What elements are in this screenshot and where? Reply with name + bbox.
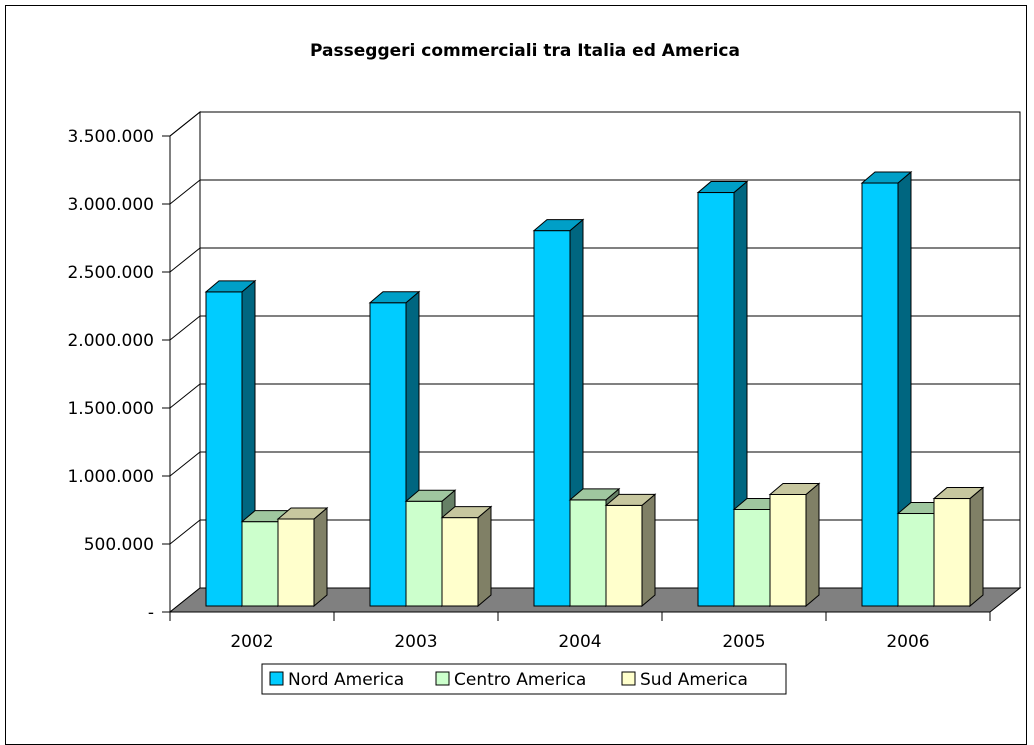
bar bbox=[204, 279, 257, 608]
bar-front bbox=[441, 517, 479, 607]
y-tick-label: 3.000.000 bbox=[67, 195, 154, 215]
y-tick-label: 1.000.000 bbox=[67, 467, 154, 487]
legend-swatch bbox=[621, 671, 636, 686]
y-tick-label: 500.000 bbox=[84, 535, 154, 555]
bar-side bbox=[641, 493, 656, 608]
bar bbox=[768, 482, 821, 608]
legend-swatch bbox=[435, 671, 450, 686]
x-tick-label: 2003 bbox=[394, 632, 437, 652]
y-tick-label: 1.500.000 bbox=[67, 399, 154, 419]
bar-front bbox=[861, 182, 899, 607]
bar bbox=[440, 505, 493, 608]
legend-box bbox=[261, 663, 787, 695]
bar-front bbox=[277, 518, 315, 607]
bar-side bbox=[805, 482, 820, 608]
x-tick-label: 2004 bbox=[558, 632, 601, 652]
bar-front bbox=[769, 493, 807, 607]
bar-front bbox=[897, 513, 935, 607]
legend: Nord America Centro America Sud America bbox=[261, 663, 787, 695]
legend-swatch bbox=[269, 671, 284, 686]
bar-top bbox=[404, 489, 457, 502]
bar-side bbox=[313, 506, 328, 608]
bar-front bbox=[533, 230, 571, 607]
y-tick-label: - bbox=[148, 603, 154, 623]
bar bbox=[604, 493, 657, 608]
y-tick-label: 2.000.000 bbox=[67, 331, 154, 351]
bar-front bbox=[733, 508, 771, 607]
bar-front bbox=[933, 498, 971, 607]
bar-front bbox=[241, 521, 279, 607]
bar bbox=[276, 506, 329, 608]
chart-title: Passeggeri commerciali tra Italia ed Ame… bbox=[310, 41, 740, 61]
legend-label: Sud America bbox=[640, 670, 748, 690]
bar-front bbox=[369, 302, 407, 607]
bar-top bbox=[532, 219, 585, 232]
bar-front bbox=[605, 504, 643, 607]
gridline bbox=[169, 111, 1020, 137]
y-axis: - 500.000 1.000.000 1.500.000 2.000.000 2.500… bbox=[67, 127, 171, 623]
bar-top bbox=[932, 487, 985, 500]
bar-top bbox=[276, 507, 329, 520]
bar-top bbox=[204, 280, 257, 293]
y-tick-label: 2.500.000 bbox=[67, 263, 154, 283]
bar-front bbox=[569, 499, 607, 607]
bar-top bbox=[696, 181, 749, 194]
legend-label: Nord America bbox=[288, 670, 404, 690]
bar bbox=[860, 170, 913, 608]
bar-front bbox=[205, 291, 243, 607]
bar-side bbox=[969, 486, 984, 608]
legend-label: Centro America bbox=[454, 670, 586, 690]
bar-top bbox=[568, 488, 621, 501]
bar-chart: Passeggeri commerciali tra Italia ed Ame… bbox=[67, 41, 1022, 695]
bar-top bbox=[860, 171, 913, 184]
bars bbox=[204, 170, 985, 608]
bar-top bbox=[768, 482, 821, 495]
gridline bbox=[169, 179, 1020, 205]
x-tick-label: 2005 bbox=[722, 632, 765, 652]
bar-front bbox=[697, 192, 735, 607]
bar bbox=[696, 180, 749, 608]
bar-top bbox=[368, 291, 421, 304]
bar-top bbox=[604, 493, 657, 506]
side-wall bbox=[169, 110, 201, 614]
bar-side bbox=[477, 505, 492, 608]
x-tick-label: 2002 bbox=[230, 632, 273, 652]
bar bbox=[932, 486, 985, 608]
y-tick-label: 3.500.000 bbox=[67, 127, 154, 147]
bar-front bbox=[405, 500, 443, 607]
x-axis: 2002 2003 2004 2005 2006 bbox=[169, 611, 991, 652]
x-tick-label: 2006 bbox=[886, 632, 929, 652]
bar-top bbox=[440, 506, 493, 519]
